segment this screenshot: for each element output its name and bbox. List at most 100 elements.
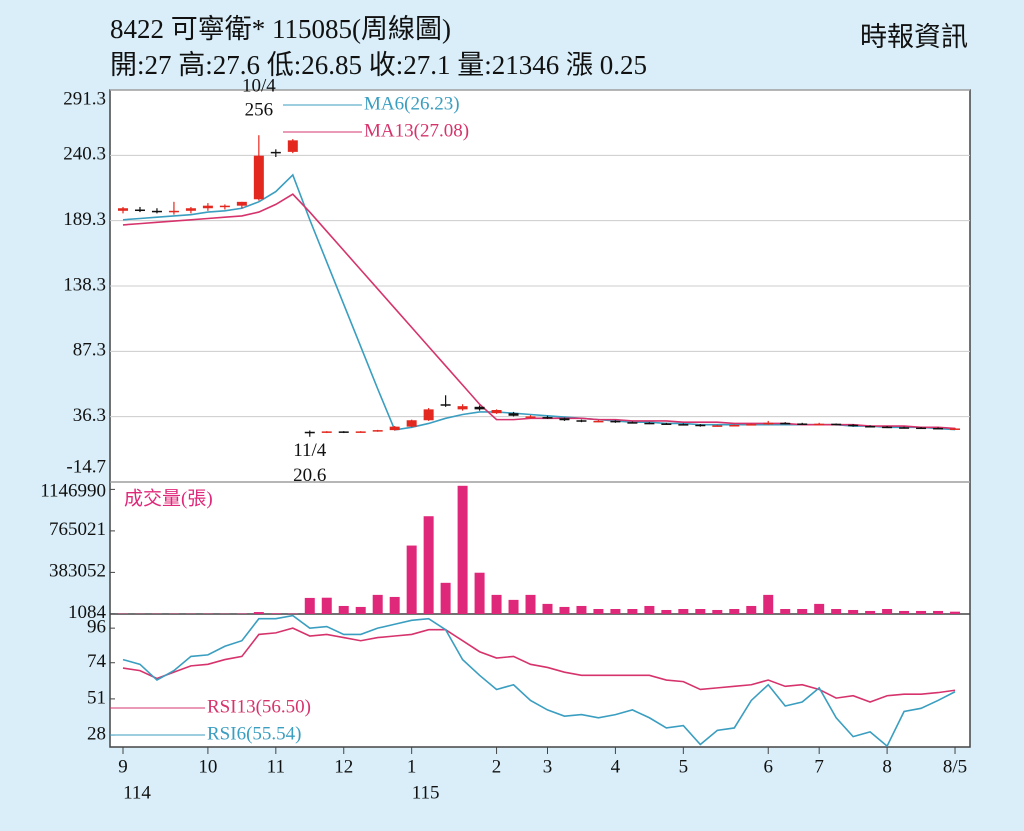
x-year-label: 115 — [412, 782, 440, 803]
bar — [508, 599, 519, 614]
bar — [712, 609, 723, 614]
x-tick-label: 12 — [334, 756, 353, 777]
candle-body — [814, 423, 825, 426]
bar — [729, 609, 740, 614]
bar — [797, 609, 808, 614]
candle-body — [253, 155, 264, 200]
candle-body — [933, 427, 944, 430]
bar — [848, 609, 859, 614]
bar — [542, 603, 553, 614]
annotation-value: 20.6 — [293, 465, 326, 486]
bar — [916, 610, 927, 614]
bar — [423, 516, 434, 614]
x-tick-label: 8/5 — [943, 756, 967, 777]
candle-body — [644, 422, 655, 425]
y-tick-label: 765021 — [49, 519, 106, 540]
candle-body — [610, 420, 621, 423]
y-tick-label: 189.3 — [63, 209, 106, 230]
candle-body — [219, 205, 230, 208]
candle-body — [695, 424, 706, 427]
bar — [644, 605, 655, 614]
candle-body — [576, 420, 587, 422]
bar — [389, 596, 400, 614]
bar — [440, 582, 451, 614]
candle-body — [406, 420, 417, 427]
candle-body — [950, 428, 961, 430]
bar — [831, 609, 842, 614]
bar — [746, 605, 757, 614]
bar — [525, 594, 536, 614]
candle-body — [423, 409, 434, 421]
legend-label: MA13(27.08) — [364, 120, 469, 141]
bar — [695, 609, 706, 614]
candle-body — [440, 404, 451, 406]
candle-body — [882, 426, 893, 429]
candle-body — [321, 431, 332, 433]
chart-subtitle: 開:27 高:27.6 低:26.85 收:27.1 量:21346 漲 0.2… — [110, 50, 647, 80]
candle-body — [151, 210, 162, 213]
bar — [491, 594, 502, 614]
y-tick-label: 1146990 — [40, 480, 106, 501]
candle-body — [763, 422, 774, 425]
y-tick-label: 28 — [87, 723, 106, 744]
x-tick-label: 7 — [814, 756, 824, 777]
bar — [338, 605, 349, 614]
bar — [372, 594, 383, 614]
x-tick-label: 5 — [679, 756, 689, 777]
candle-body — [491, 410, 502, 414]
bar — [304, 597, 315, 614]
y-tick-label: 74 — [87, 651, 107, 672]
bar — [355, 606, 366, 614]
bar — [950, 611, 961, 614]
candle-body — [899, 427, 910, 429]
annotation-value: 256 — [245, 100, 274, 121]
line-series — [122, 627, 956, 703]
candle-body — [780, 422, 791, 425]
chart-title: 8422 可寧衛* 115085(周線圖) — [110, 14, 451, 44]
candle-body — [508, 413, 519, 416]
candle-body — [372, 430, 383, 432]
bar — [610, 609, 621, 614]
legend-label: MA6(26.23) — [364, 93, 460, 114]
line-series — [122, 614, 956, 748]
candle-body — [287, 140, 298, 152]
bar — [882, 609, 893, 614]
bar — [321, 597, 332, 614]
bar — [253, 612, 264, 614]
candle-body — [678, 424, 689, 426]
candle-body — [627, 422, 638, 424]
candle-body — [338, 431, 349, 433]
bar — [627, 609, 638, 614]
candle-body — [542, 417, 553, 419]
y-tick-label: 51 — [87, 687, 106, 708]
bar — [814, 603, 825, 614]
candle-body — [797, 423, 808, 425]
y-tick-label: -14.7 — [66, 456, 106, 477]
bar — [576, 605, 587, 614]
candle-body — [270, 151, 281, 154]
x-tick-label: 1 — [407, 756, 417, 777]
x-tick-label: 3 — [543, 756, 553, 777]
candle-body — [593, 420, 604, 423]
candle-body — [202, 205, 213, 209]
y-tick-label: 87.3 — [73, 340, 106, 361]
candle-body — [355, 431, 366, 433]
candle-body — [457, 406, 468, 410]
y-tick-label: 240.3 — [63, 144, 106, 165]
x-tick-label: 10 — [198, 756, 217, 777]
legend-label: RSI13(56.50) — [207, 696, 311, 717]
candle-body — [304, 431, 315, 434]
candle-body — [712, 425, 723, 427]
candle-body — [185, 208, 196, 211]
y-tick-label: 383052 — [49, 561, 106, 582]
x-year-label: 114 — [123, 782, 151, 803]
x-tick-label: 4 — [611, 756, 621, 777]
y-tick-label: 36.3 — [73, 405, 106, 426]
bar — [780, 609, 791, 614]
candle-body — [848, 424, 859, 427]
candle-body — [474, 406, 485, 410]
y-tick-label: 291.3 — [63, 88, 106, 109]
bar — [406, 545, 417, 614]
x-tick-label: 11 — [267, 756, 285, 777]
